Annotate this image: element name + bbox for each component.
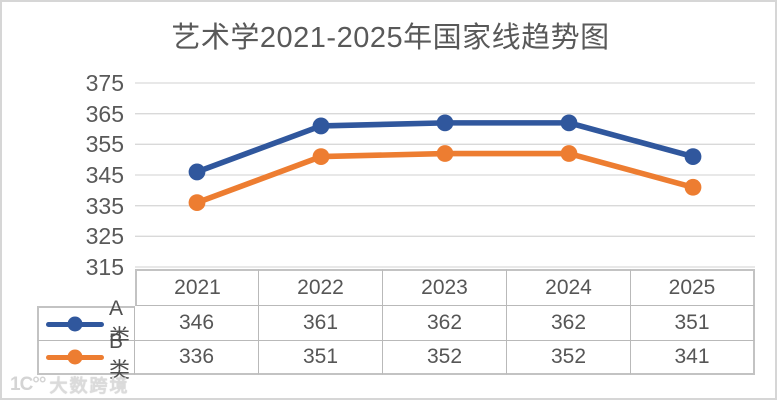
value-a-2025: 351 — [631, 306, 755, 341]
watermark-logo-icon: 1C°° — [10, 374, 46, 395]
value-a-2021: 346 — [135, 306, 259, 341]
y-axis-tick-label: 365 — [85, 100, 124, 127]
value-b-2021: 336 — [135, 341, 259, 375]
value-b-2023: 352 — [383, 341, 507, 375]
value-a-2023: 362 — [383, 306, 507, 341]
series-a-legend-marker-icon — [46, 316, 104, 333]
y-axis-tick-label: 325 — [85, 223, 124, 250]
y-axis-tick-label: 315 — [85, 254, 124, 280]
series-b-label: B类 — [109, 330, 130, 382]
data-table: 2021 2022 2023 2024 2025 A类 346 361 362 … — [37, 269, 755, 382]
y-axis-tick-label: 355 — [85, 131, 124, 158]
watermark: 1C°° 大数跨境 — [10, 372, 129, 398]
value-b-2025: 341 — [631, 341, 755, 375]
value-b-2022: 351 — [259, 341, 383, 375]
value-a-2024: 362 — [507, 306, 631, 341]
year-header-2021: 2021 — [135, 269, 259, 306]
year-header-2022: 2022 — [259, 269, 383, 306]
y-axis-tick-label: 375 — [85, 70, 124, 96]
y-axis-tick-label: 335 — [85, 192, 124, 219]
year-header-2025: 2025 — [631, 269, 755, 306]
value-a-2022: 361 — [259, 306, 383, 341]
y-axis-tick-label: 345 — [85, 162, 124, 188]
series-b-legend-marker-icon — [46, 349, 104, 366]
year-header-2023: 2023 — [383, 269, 507, 306]
legend-cell-series-b: B类 — [37, 330, 135, 382]
year-header-2024: 2024 — [507, 269, 631, 306]
chart-title: 艺术学2021-2025年国家线趋势图 — [171, 22, 610, 54]
value-b-2024: 352 — [507, 341, 631, 375]
watermark-text: 大数跨境 — [49, 376, 130, 396]
